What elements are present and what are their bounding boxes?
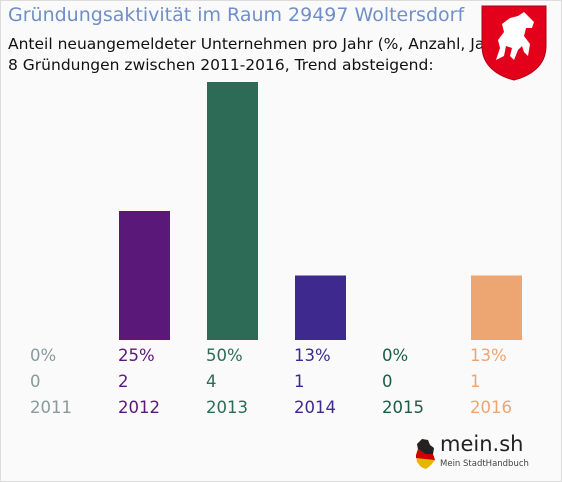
- count-label-2012: 2: [118, 372, 129, 391]
- count-label-2016: 1: [470, 372, 481, 391]
- percent-label-2015: 0%: [382, 346, 409, 365]
- percent-label-2013: 50%: [206, 346, 243, 365]
- count-label-2011: 0: [30, 372, 41, 391]
- subtitle-line-2: 8 Gründungen zwischen 2011-2016, Trend a…: [8, 56, 434, 74]
- category-label-2011: 2011: [30, 398, 72, 417]
- category-label-2015: 2015: [382, 398, 424, 417]
- count-label-2015: 0: [382, 372, 393, 391]
- subtitle-line-1: Anteil neuangemeldeter Unternehmen pro J…: [8, 35, 507, 53]
- count-label-2014: 1: [294, 372, 305, 391]
- category-label-2013: 2013: [206, 398, 248, 417]
- bar-2014: [295, 275, 346, 340]
- chart-title: Gründungsaktivität im Raum 29497 Wolters…: [8, 4, 465, 26]
- percent-label-2014: 13%: [294, 346, 331, 365]
- count-label-2013: 4: [206, 372, 217, 391]
- category-label-2016: 2016: [470, 398, 512, 417]
- chart-subtitle: Anteil neuangemeldeter Unternehmen pro J…: [8, 34, 507, 76]
- brand-name: mein.sh: [440, 432, 524, 456]
- percent-label-2011: 0%: [30, 346, 57, 365]
- category-label-2012: 2012: [118, 398, 160, 417]
- bar-2016: [471, 275, 522, 340]
- brand-tagline: Mein StadtHandbuch: [440, 459, 529, 469]
- brand-logo[interactable]: mein.sh Mein StadtHandbuch: [414, 432, 554, 476]
- bar-2012: [119, 211, 170, 340]
- white-horse-crest-icon: [481, 5, 547, 81]
- percent-label-2016: 13%: [470, 346, 507, 365]
- germany-map-icon: [416, 439, 435, 469]
- percent-label-2012: 25%: [118, 346, 155, 365]
- category-label-2014: 2014: [294, 398, 336, 417]
- bar-2013: [207, 82, 258, 340]
